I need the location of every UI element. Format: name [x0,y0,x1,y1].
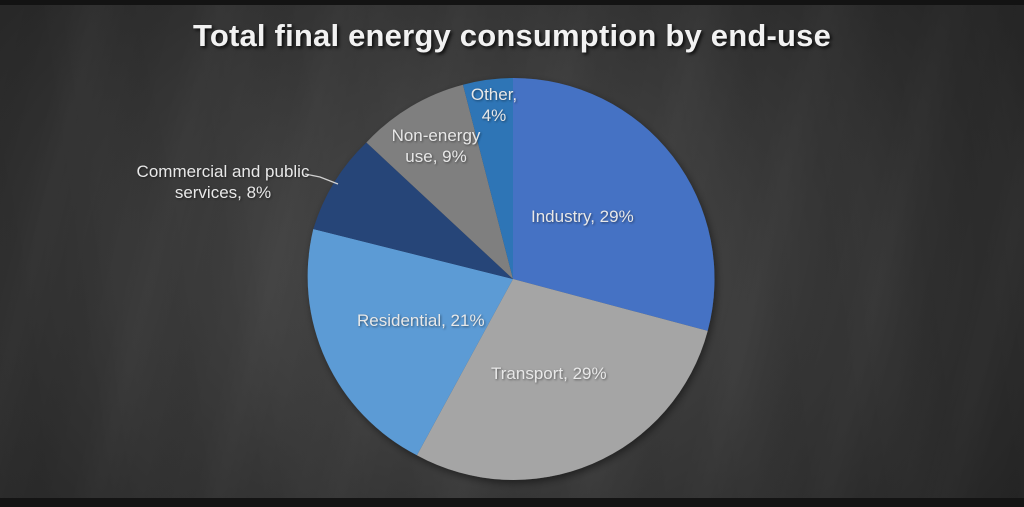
pie-label-commercial-line-1: Commercial and public [136,162,310,181]
letterbox-band-top [0,0,1024,5]
leader-line-commercial-and-public-services [304,173,339,185]
pie-label-industry: Industry, 29% [531,206,634,227]
pie-slice-industry[interactable] [513,77,715,331]
pie-slices-group [307,77,715,480]
pie-label-non-energy-line-2: use, 9% [405,147,467,166]
pie-label-residential-text: Residential, 21% [357,311,485,330]
pie-label-transport-text: Transport, 29% [491,364,607,383]
pie-slice-other[interactable] [463,78,513,279]
pie-slice-residential[interactable] [307,229,513,456]
letterbox-band-bottom [0,498,1024,507]
pie-label-commercial-and-public-services: Commercial and public services, 8% [128,161,318,203]
pie-label-other: Other, 4% [464,84,524,126]
pie-label-transport: Transport, 29% [491,363,607,384]
pie-label-commercial-line-2: services, 8% [174,183,272,202]
pie-label-non-energy-use: Non-energy use, 9% [386,125,486,167]
pie-label-non-energy-line-1: Non-energy [391,126,481,145]
pie-slice-non-energy-use[interactable] [366,84,513,279]
pie-label-other-line-2: 4% [481,106,507,125]
pie-label-residential: Residential, 21% [357,310,485,331]
pie-label-industry-text: Industry, 29% [531,207,634,226]
pie-label-other-line-1: Other, [470,85,518,104]
pie-slice-commercial-and-public-services[interactable] [313,142,513,280]
pie-slice-transport[interactable] [416,279,708,480]
chart-title: Total final energy consumption by end-us… [192,18,832,53]
